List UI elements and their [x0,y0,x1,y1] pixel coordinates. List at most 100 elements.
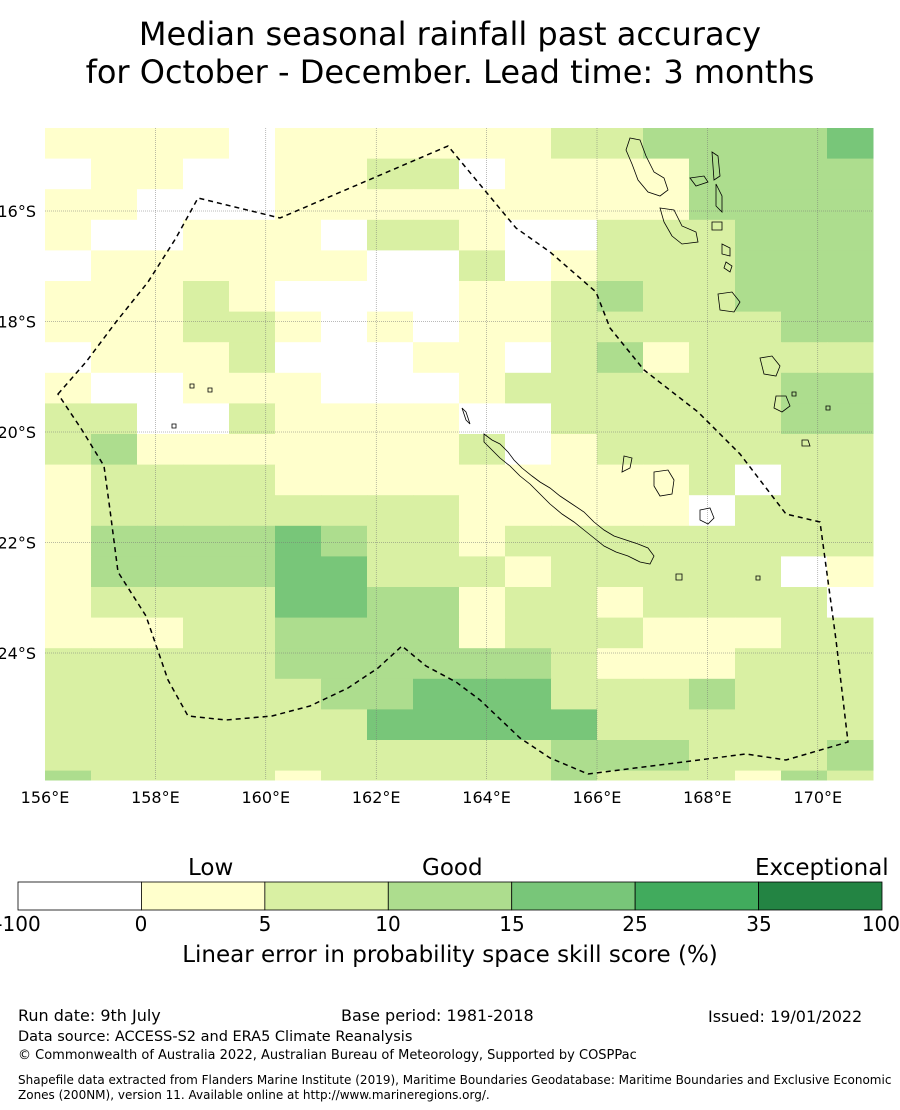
skill-grid-cell [91,158,138,190]
colorbar-segment [387,881,513,911]
skill-grid-cell [413,648,460,680]
skill-grid-cell [229,587,276,619]
skill-grid-cell [597,189,644,221]
skill-grid-cell [505,525,552,557]
skill-grid-cell [781,740,828,772]
skill-grid-cell [91,587,138,619]
skill-grid-cell [275,281,322,313]
skill-grid-cell [735,678,782,710]
skill-grid-cell [551,556,598,588]
shapefile-credit: Shapefile data extracted from Flanders M… [18,1073,892,1102]
skill-grid-cell [229,342,276,374]
skill-grid-cell [827,128,874,160]
skill-grid-cell [137,342,184,374]
skill-grid-cell [321,587,368,619]
skill-grid-cell [781,189,828,221]
skill-grid-cell [45,587,92,619]
skill-grid-cell [367,434,414,466]
skill-grid-cell [367,250,414,282]
skill-grid-cell [183,281,230,313]
skill-grid-cell [229,648,276,680]
skill-grid-cell [827,525,874,557]
skill-grid-cell [827,709,874,741]
colorbar-label: Linear error in probability space skill … [182,942,718,968]
skill-grid-cell [827,219,874,251]
skill-grid-cell [689,281,736,313]
skill-grid-cell [321,556,368,588]
skill-grid-cell [45,678,92,710]
skill-grid-cell [91,219,138,251]
skill-grid-cell [275,250,322,282]
skill-grid-cell [91,434,138,466]
skill-grid-cell [91,189,138,221]
skill-grid-cell [45,556,92,588]
skill-grid-cell [45,709,92,741]
skill-grid-cell [137,617,184,649]
skill-grid-cell [459,219,506,251]
skill-grid-cell [91,556,138,588]
skill-grid-cell [597,740,644,772]
skill-grid-cell [183,770,230,781]
skill-grid-cell [45,464,92,496]
skill-grid-cell [689,464,736,496]
map-title-line-2: for October - December. Lead time: 3 mon… [85,53,815,91]
skill-grid-cell [643,709,690,741]
skill-grid-cell [505,434,552,466]
skill-grid-cell [229,525,276,557]
longitude-tick-labels: 156°E 158°E 160°E 162°E 164°E 166°E 168°E 170°E [21,788,842,807]
skill-grid-cell [643,189,690,221]
skill-grid-cell [459,587,506,619]
skill-grid-cell [551,464,598,496]
skill-grid-cell [827,770,874,781]
skill-grid-cell [413,311,460,343]
skill-grid-cell [827,464,874,496]
copyright: © Commonwealth of Australia 2022, Austra… [18,1048,637,1063]
skill-grid-cell [643,740,690,772]
skill-grid-cell [229,311,276,343]
skill-grid-cell [229,250,276,282]
skill-grid-cell [229,281,276,313]
skill-grid-cell [505,219,552,251]
skill-grid-cell [183,556,230,588]
skill-grid-cell [689,311,736,343]
colorbar-word-exceptional: Exceptional [755,855,889,881]
island-maewo [711,151,721,181]
skill-grid-cell [643,648,690,680]
skill-grid-cell [643,617,690,649]
skill-grid-cell [505,709,552,741]
skill-grid-cell [551,158,598,190]
skill-grid-cell [45,189,92,221]
skill-grid-cell [45,128,92,160]
skill-grid-cell [229,158,276,190]
skill-grid-cell [827,372,874,404]
skill-grid-cell [597,587,644,619]
skill-grid-cell [781,434,828,466]
skill-grid-cell [321,372,368,404]
skill-grid-cell [367,342,414,374]
skill-grid-cell [459,311,506,343]
skill-grid-cell [229,372,276,404]
skill-grid-cell [321,770,368,781]
skill-grid-cell [735,770,782,781]
skill-grid-cell [781,281,828,313]
skill-grid-cell [505,372,552,404]
skill-grid-cell [735,250,782,282]
skill-grid-cell [275,740,322,772]
colorbar-tick-label: 100 [861,912,900,936]
skill-grid-cell [459,678,506,710]
skill-grid-cell [321,311,368,343]
skill-grid-cell [781,495,828,527]
skill-grid-cell [597,556,644,588]
skill-grid-cell [137,403,184,435]
skill-grid-cell [275,311,322,343]
skill-grid-cell [689,617,736,649]
skill-grid-cell [413,158,460,190]
skill-grid-cell [827,617,874,649]
longitude-tick-label: 162°E [352,788,401,807]
skill-grid-cell [275,770,322,781]
skill-grid-cell [367,128,414,160]
skill-grid-cell [367,617,414,649]
skill-grid-cell [781,648,828,680]
skill-grid-cell [597,311,644,343]
skill-grid-cell [183,678,230,710]
